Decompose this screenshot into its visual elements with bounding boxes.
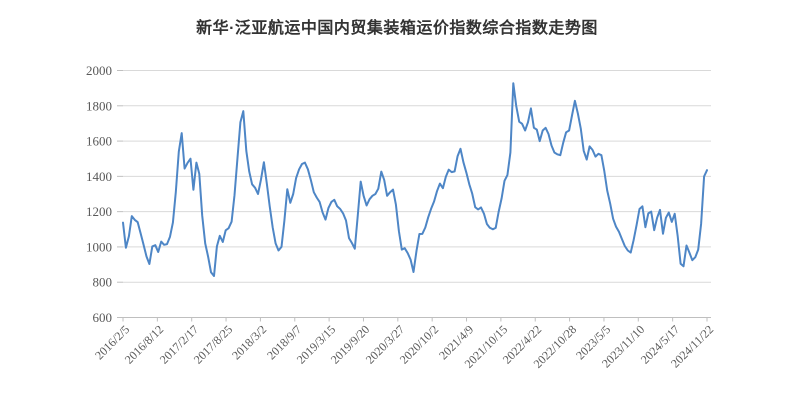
- y-tick-label: 1600: [86, 134, 112, 149]
- y-tick-label: 1000: [86, 239, 112, 254]
- y-tick-label: 1400: [86, 169, 112, 184]
- y-tick-label: 2000: [86, 63, 112, 78]
- index-series-line: [122, 82, 708, 277]
- y-tick-label: 1800: [86, 98, 112, 113]
- y-tick-label: 1200: [86, 204, 112, 219]
- y-tick-label: 600: [93, 310, 113, 325]
- chart-title: 新华·泛亚航运中国内贸集装箱运价指数综合指数走势图: [196, 20, 598, 37]
- y-tick-label: 800: [93, 275, 113, 290]
